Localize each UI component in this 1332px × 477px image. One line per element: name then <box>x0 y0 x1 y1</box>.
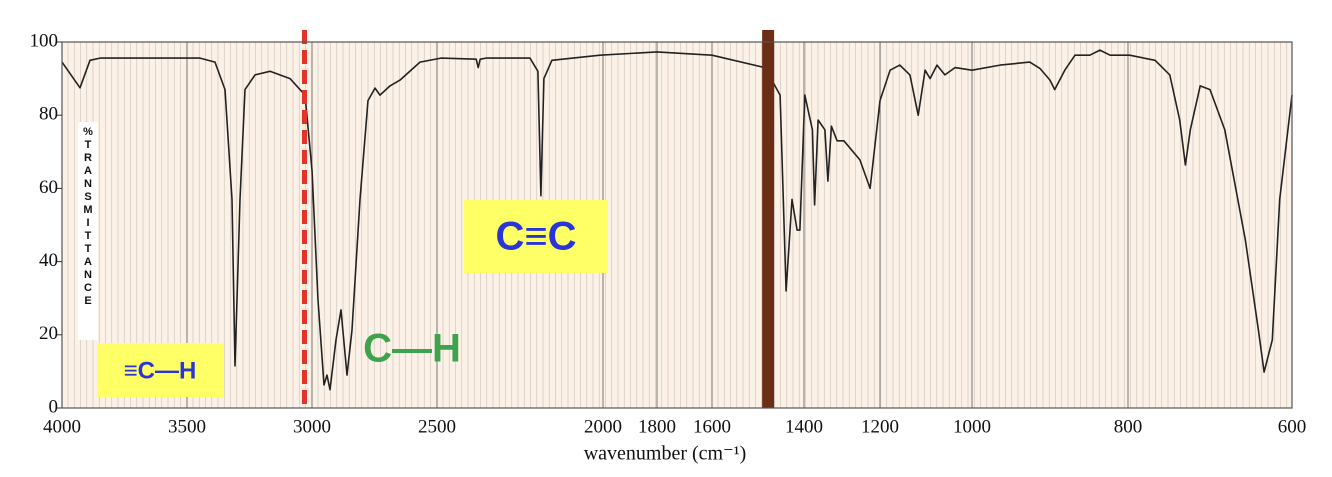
plot-frame <box>61 41 1293 409</box>
y-tick-label: 60 <box>39 177 58 198</box>
plot-area <box>62 42 1292 408</box>
x-tick-label: 2500 <box>418 416 456 437</box>
x-tick-label: 600 <box>1278 416 1307 437</box>
y-tick-label: 20 <box>39 323 58 344</box>
x-tick-label: 4000 <box>43 416 81 437</box>
annotation-box <box>97 343 224 397</box>
x-tick-label: 1000 <box>953 416 991 437</box>
annotation: C—H <box>363 327 461 371</box>
plot-layer <box>61 30 1293 408</box>
x-tick-label: 1200 <box>861 416 899 437</box>
x-tick-label: 1600 <box>693 416 731 437</box>
y-tick-label: 80 <box>39 104 58 125</box>
annotation-box <box>464 200 608 273</box>
y-tick-label: 100 <box>30 30 59 51</box>
x-tick-label: 800 <box>1114 416 1143 437</box>
x-tick-label: 1400 <box>785 416 823 437</box>
y-tick-label: 40 <box>39 250 58 271</box>
y-tick-label: 0 <box>49 396 59 417</box>
x-axis-label: wavenumber (cm⁻¹) <box>584 443 747 465</box>
spectrum-line <box>61 49 1293 391</box>
x-tick-label: 1800 <box>638 416 676 437</box>
x-tick-label: 2000 <box>584 416 622 437</box>
y-label-box <box>78 122 98 340</box>
x-tick-label: 3500 <box>168 416 206 437</box>
y-axis-label: %TRANSMITTANCE <box>82 126 94 308</box>
annotation: ≡C—H <box>124 357 197 384</box>
annotation: C≡C <box>495 215 576 259</box>
x-tick-label: 3000 <box>293 416 331 437</box>
